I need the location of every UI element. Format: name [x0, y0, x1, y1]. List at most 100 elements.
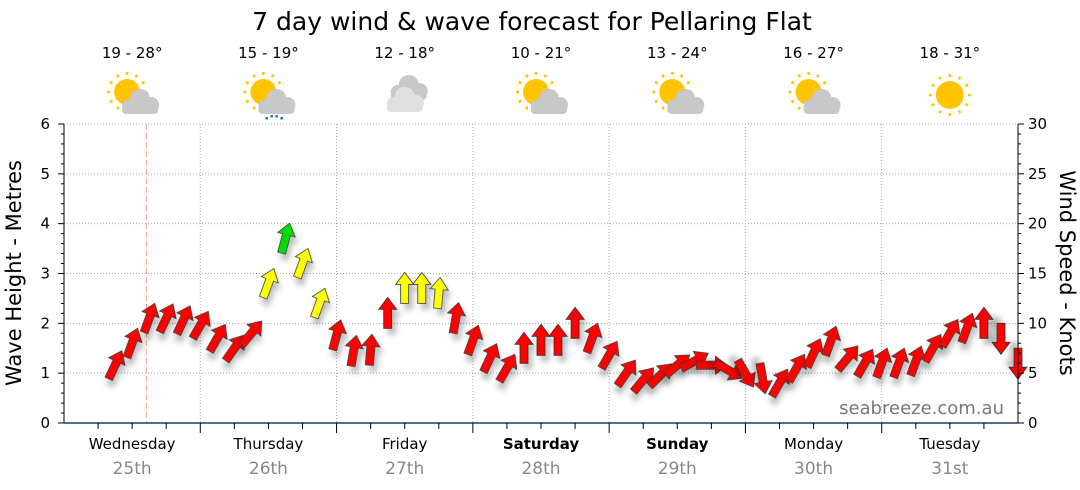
day-label: Monday: [784, 435, 843, 453]
day-label: Saturday: [503, 435, 580, 453]
wind-arrow: [479, 343, 501, 375]
rain-icon: [265, 115, 283, 120]
wind-arrow: [188, 310, 211, 341]
watermark: seabreeze.com.au: [839, 398, 1004, 419]
wind-arrow: [495, 353, 518, 384]
cloud-icon: [803, 89, 841, 114]
wind-arrow: [753, 362, 773, 395]
axes: 0 1 2 3 4 5 6 0 5 10 15 20 25 30 Wednesday 25th Thursday…: [40, 115, 1047, 479]
day-temperature: 12 - 18°: [374, 44, 435, 62]
wind-arrows: [104, 222, 1028, 399]
wind-arrow: [991, 322, 1011, 355]
right-axis-label: Wind Speed - Knots: [1055, 170, 1079, 375]
cloud-icon: [122, 89, 160, 114]
wind-arrow: [784, 353, 807, 384]
wind-arrow: [582, 322, 603, 355]
left-tick-label: 1: [40, 364, 50, 382]
cloud-icon: [667, 89, 705, 114]
wind-arrow: [974, 306, 994, 339]
weather-row: 19 - 28° 15 - 19° 12 - 18° 10 - 21° 13 - 24°…: [102, 44, 980, 120]
wind-arrow: [155, 303, 177, 335]
left-tick-label: 6: [40, 115, 50, 133]
wind-arrow: [834, 345, 859, 373]
sun-icon: [928, 74, 971, 116]
wind-arrow: [344, 334, 364, 368]
wind-arrow: [821, 325, 842, 358]
day-temperature: 19 - 28°: [102, 44, 163, 62]
wind-arrow: [429, 276, 449, 310]
weather-partly-cloudy-icon: [652, 72, 705, 114]
chart-title: 7 day wind & wave forecast for Pellaring…: [252, 7, 812, 36]
wind-arrow: [310, 287, 330, 320]
wind-arrow: [853, 348, 875, 379]
cloud-icon: [386, 87, 424, 112]
wind-arrow: [733, 357, 756, 388]
left-tick-label: 4: [40, 215, 50, 233]
wind-arrow: [613, 359, 637, 389]
wind-arrow: [377, 296, 398, 329]
left-tick-label: 3: [40, 265, 50, 283]
day-label: Friday: [382, 435, 428, 453]
weather-partly-cloudy-icon: [107, 72, 160, 114]
right-tick-label: 10: [1028, 314, 1047, 332]
wind-arrow: [565, 306, 585, 339]
weather-partly-cloudy-showers-icon: [243, 72, 296, 120]
weather-partly-cloudy-icon: [516, 72, 568, 114]
left-tick-label: 0: [40, 414, 50, 432]
wind-arrow: [276, 222, 296, 255]
wind-arrow: [104, 350, 126, 382]
wind-arrow: [122, 327, 143, 360]
day-temperature: 15 - 19°: [238, 44, 299, 62]
right-tick-label: 20: [1028, 215, 1047, 233]
wind-arrow: [921, 333, 944, 364]
right-tick-label: 25: [1028, 165, 1047, 183]
wind-arrow: [767, 368, 790, 399]
date-label: 25th: [113, 459, 152, 479]
weather-sunny-icon: [928, 74, 971, 116]
day-label: Sunday: [646, 435, 709, 453]
wind-arrow: [531, 323, 551, 356]
cloud-icon: [258, 89, 296, 114]
day-label: Thursday: [233, 435, 304, 453]
date-label: 26th: [249, 459, 288, 479]
wind-arrow: [548, 323, 568, 356]
wind-arrow: [446, 301, 467, 335]
day-temperature: 13 - 24°: [647, 44, 708, 62]
left-axis-label: Wave Height - Metres: [2, 160, 26, 386]
right-tick-label: 0: [1028, 414, 1038, 432]
wind-arrow: [872, 347, 893, 380]
wind-arrow: [411, 271, 432, 304]
weather-partly-cloudy-icon: [788, 72, 841, 114]
wind-arrow: [361, 333, 381, 366]
wind-arrow: [938, 318, 961, 349]
right-tick-label: 15: [1028, 265, 1047, 283]
day-label: Tuesday: [918, 435, 980, 453]
wind-arrow: [328, 319, 347, 352]
wind-arrow: [597, 340, 620, 371]
wind-arrow: [172, 305, 194, 337]
date-label: 28th: [521, 459, 560, 479]
wind-arrow: [394, 271, 415, 304]
day-label: Wednesday: [89, 435, 176, 453]
date-label: 31st: [931, 459, 968, 479]
date-label: 27th: [385, 459, 424, 479]
wind-arrow: [258, 267, 279, 300]
wind-arrow: [293, 247, 313, 280]
wind-arrow: [205, 323, 228, 354]
wind-arrow: [514, 331, 534, 364]
date-label: 30th: [794, 459, 833, 479]
date-label: 29th: [658, 459, 697, 479]
cloud-icon: [531, 89, 568, 114]
right-tick-label: 30: [1028, 115, 1047, 133]
grid: [64, 123, 1018, 423]
weather-cloudy-icon: [386, 75, 428, 112]
day-temperature: 16 - 27°: [783, 44, 844, 62]
day-temperature: 18 - 31°: [920, 44, 981, 62]
wind-arrow: [889, 347, 910, 380]
wind-arrow: [238, 320, 263, 348]
day-temperature: 10 - 21°: [511, 44, 572, 62]
left-tick-label: 5: [40, 165, 50, 183]
wind-arrow: [463, 324, 484, 357]
left-tick-label: 2: [40, 314, 50, 332]
